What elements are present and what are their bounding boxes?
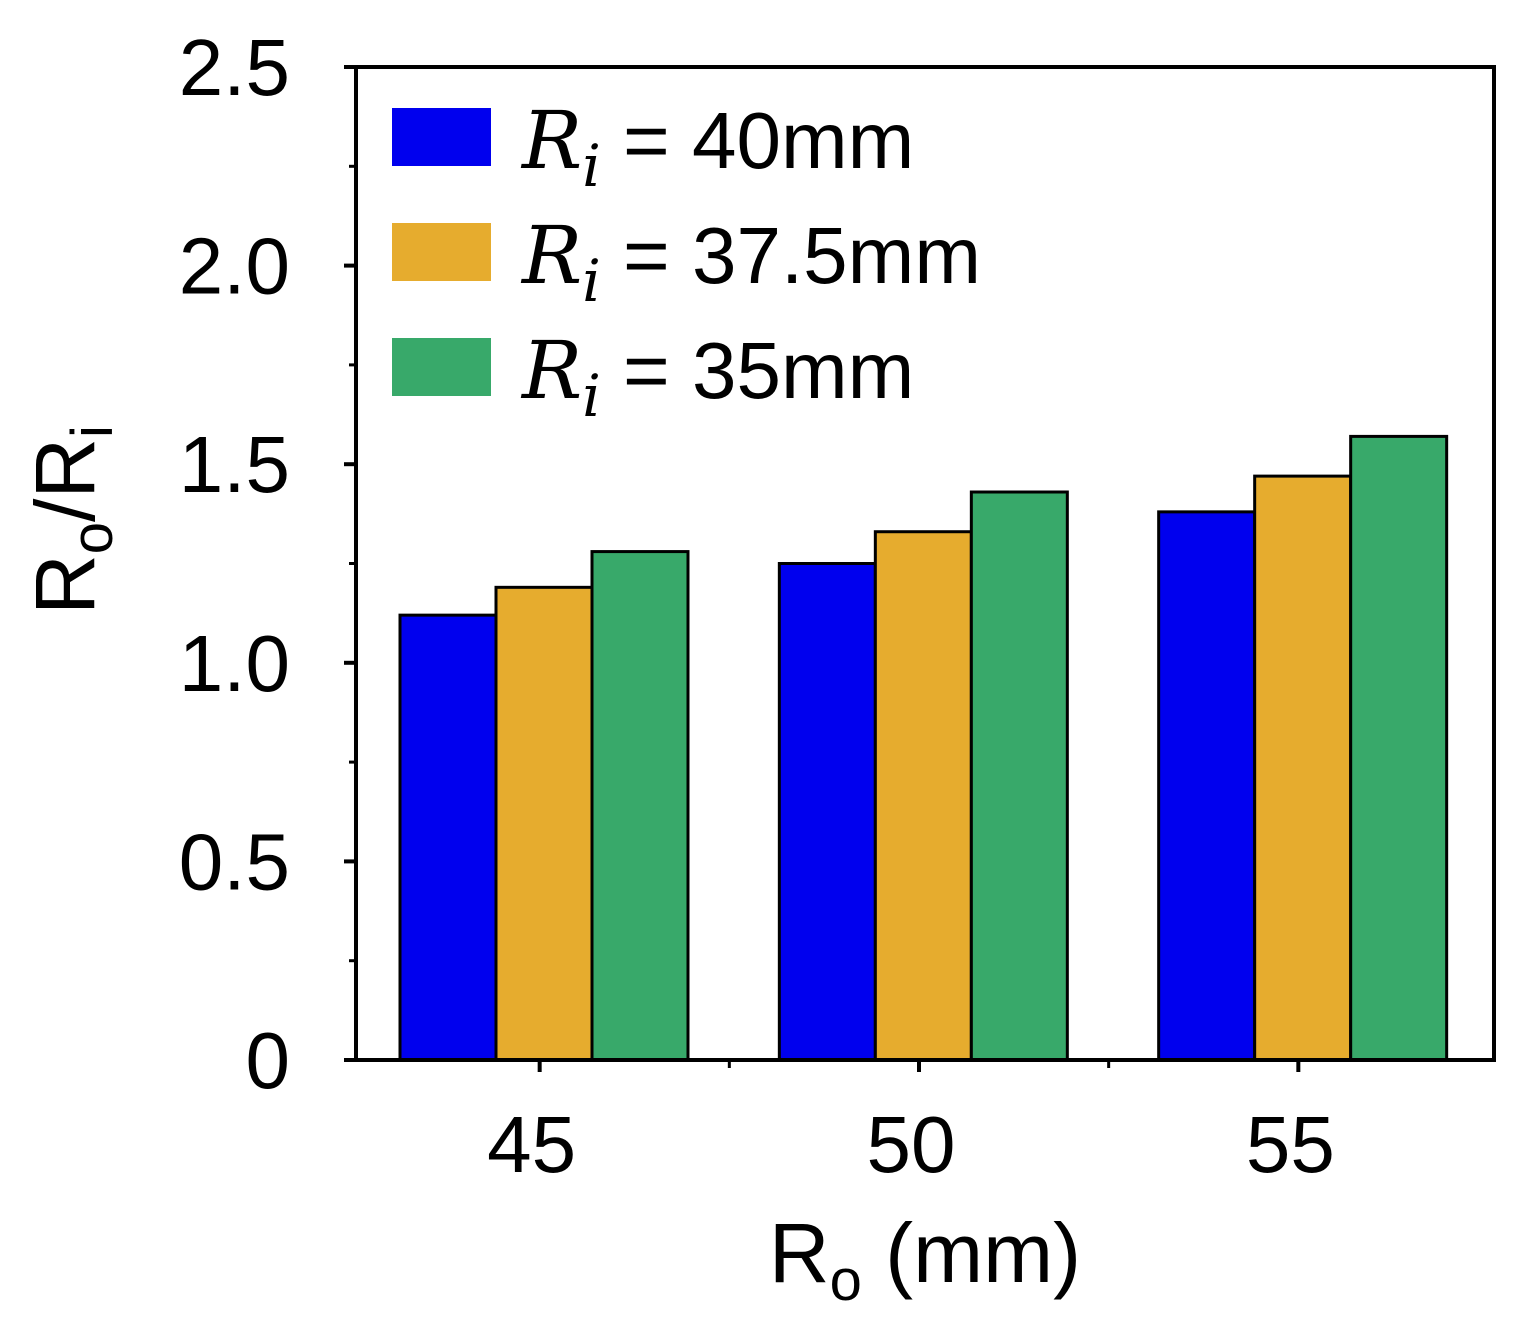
bar-50-series-3 xyxy=(969,490,1069,1062)
x-axis-label: Ro (mm) xyxy=(769,1206,1081,1313)
y-tick-label: 1.0 xyxy=(179,619,290,708)
legend-var: R xyxy=(520,209,582,302)
legend-var: R xyxy=(520,94,582,187)
y-tick-label: 2.5 xyxy=(179,23,290,112)
y-axis-label: Ro/Ri xyxy=(18,425,125,615)
legend-swatch-series-2 xyxy=(392,223,491,281)
x-tick-label-55: 55 xyxy=(1246,1100,1335,1189)
bar-50-series-1 xyxy=(777,562,877,1062)
y-axis-ticks: 0 0.5 1.0 1.5 2.0 2.5 xyxy=(179,23,356,1105)
legend-label-series-3: Ri = 35mm xyxy=(520,324,914,430)
x-tick-label-50: 50 xyxy=(867,1100,956,1189)
bar-45-series-2 xyxy=(494,585,594,1062)
x-axis-label-rest: (mm) xyxy=(862,1206,1081,1300)
y-axis-label-sub1: o xyxy=(60,522,125,554)
bar-50-series-2 xyxy=(873,530,973,1062)
bar-45-series-1 xyxy=(398,613,498,1062)
y-tick-label: 0.5 xyxy=(179,817,290,906)
legend-var-sub: i xyxy=(582,132,601,200)
y-tick-label: 1.5 xyxy=(179,420,290,509)
legend-var-sub: i xyxy=(582,247,601,315)
y-tick-label: 0 xyxy=(246,1016,291,1105)
legend-rest: = 40mm xyxy=(601,96,914,185)
x-axis-label-sub: o xyxy=(830,1248,862,1313)
x-tick-label-45: 45 xyxy=(487,1100,576,1189)
bar-55-series-2 xyxy=(1253,474,1353,1062)
legend-rest: = 35mm xyxy=(601,326,914,415)
legend-swatch-series-3 xyxy=(392,338,491,396)
y-tick-label: 2.0 xyxy=(179,222,290,311)
bars-group xyxy=(398,434,1449,1062)
legend-var: R xyxy=(520,324,582,417)
bar-55-series-3 xyxy=(1349,434,1449,1062)
legend-rest: = 37.5mm xyxy=(601,211,981,300)
legend-swatch-series-1 xyxy=(392,108,491,166)
legend-label-series-1: Ri = 40mm xyxy=(520,94,914,200)
y-axis-label-main: R xyxy=(18,554,112,615)
legend-label-series-2: Ri = 37.5mm xyxy=(520,209,981,315)
x-axis-ticks: 45 50 55 xyxy=(487,1060,1335,1189)
bar-55-series-1 xyxy=(1157,510,1257,1062)
bar-45-series-3 xyxy=(590,550,690,1062)
x-axis-label-main: R xyxy=(769,1206,830,1300)
y-axis-label-sub2: i xyxy=(60,425,125,438)
y-axis-label-mid: /R xyxy=(18,438,112,522)
legend-var-sub: i xyxy=(582,362,601,430)
